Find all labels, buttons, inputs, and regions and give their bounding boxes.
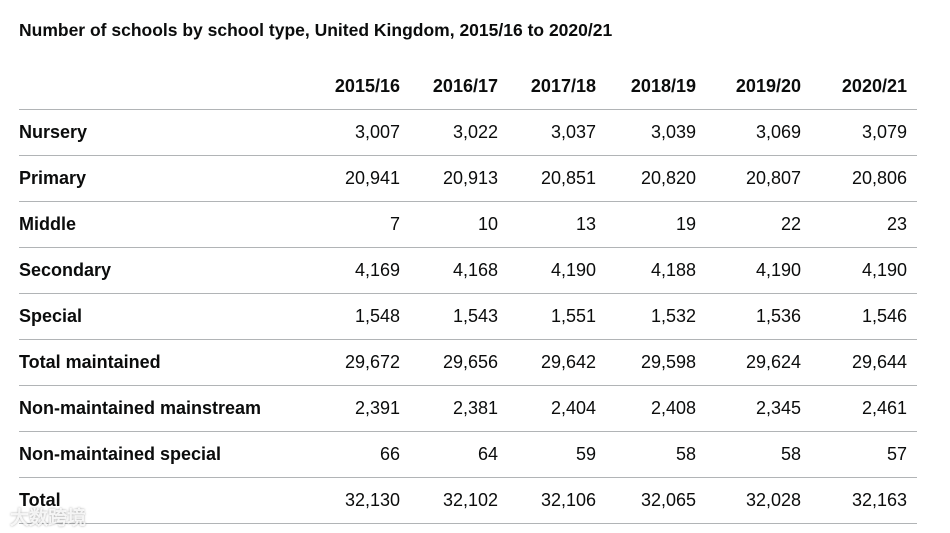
table-cell: 3,022 [452,122,498,142]
table-cell: 13 [575,214,596,234]
table-cell: 20,820 [640,168,696,188]
table-cell: 1,536 [755,306,801,326]
column-header: 2020/21 [841,76,907,96]
table-cell: 23 [886,214,907,234]
table-cell: 32,163 [851,490,907,510]
table-cell: 4,169 [354,260,400,280]
table-cell: 7 [389,214,400,234]
table-cell: 20,851 [540,168,596,188]
table-cell: 1,546 [861,306,907,326]
table-cell: 32,102 [442,490,498,510]
row-label: Non-maintained mainstream [19,398,262,418]
table-cell: 58 [780,444,801,464]
table-cell: 2,408 [650,398,696,418]
table-cell: 1,548 [354,306,400,326]
table-cell: 22 [780,214,801,234]
table-cell: 4,190 [550,260,596,280]
table-cell: 20,941 [344,168,400,188]
table-cell: 29,644 [851,352,907,372]
table-cell: 19 [675,214,696,234]
row-label: Secondary [19,260,112,280]
table-cell: 4,190 [755,260,801,280]
row-label: Nursery [19,122,88,142]
table-cell: 4,190 [861,260,907,280]
column-header: 2015/16 [334,76,400,96]
column-header: 2017/18 [530,76,596,96]
row-label: Total maintained [19,352,161,372]
table-cell: 32,065 [640,490,696,510]
row-divider [19,247,917,248]
row-divider [19,109,917,110]
row-label: Total [19,490,61,510]
row-label: Primary [19,168,87,188]
row-label: Middle [19,214,76,234]
table-cell: 4,168 [452,260,498,280]
table-cell: 20,913 [442,168,498,188]
row-divider [19,339,917,340]
table-cell: 3,069 [755,122,801,142]
column-header: 2018/19 [630,76,696,96]
table-cell: 29,642 [540,352,596,372]
table-cell: 4,188 [650,260,696,280]
table-cell: 2,381 [452,398,498,418]
table-cell: 57 [886,444,907,464]
column-header: 2019/20 [735,76,801,96]
table-cell: 59 [575,444,596,464]
table-cell: 10 [477,214,498,234]
table-cell: 3,037 [550,122,596,142]
table-cell: 2,391 [354,398,400,418]
table-cell: 29,672 [344,352,400,372]
table-cell: 1,532 [650,306,696,326]
table-cell: 58 [675,444,696,464]
table-cell: 2,461 [861,398,907,418]
table-cell: 64 [477,444,498,464]
row-divider [19,293,917,294]
table-cell: 32,106 [540,490,596,510]
table-cell: 20,807 [745,168,801,188]
watermark: 大数跨境 [10,508,87,529]
row-label: Special [19,306,83,326]
table-cell: 32,028 [745,490,801,510]
table-cell: 20,806 [851,168,907,188]
table-cell: 3,079 [861,122,907,142]
column-header: 2016/17 [432,76,498,96]
table-cell: 32,130 [344,490,400,510]
table-cell: 1,551 [550,306,596,326]
row-divider [19,431,917,432]
table-cell: 29,624 [745,352,801,372]
table-cell: 3,007 [354,122,400,142]
table-title: Number of schools by school type, United… [19,20,613,40]
table-cell: 66 [379,444,400,464]
row-divider [19,201,917,202]
row-divider [19,385,917,386]
row-label: Non-maintained special [19,444,222,464]
table-cell: 29,656 [442,352,498,372]
table-cell: 2,345 [755,398,801,418]
row-divider [19,523,917,524]
table-cell: 1,543 [452,306,498,326]
row-divider [19,477,917,478]
table-cell: 2,404 [550,398,596,418]
row-divider [19,155,917,156]
table-cell: 29,598 [640,352,696,372]
table-cell: 3,039 [650,122,696,142]
